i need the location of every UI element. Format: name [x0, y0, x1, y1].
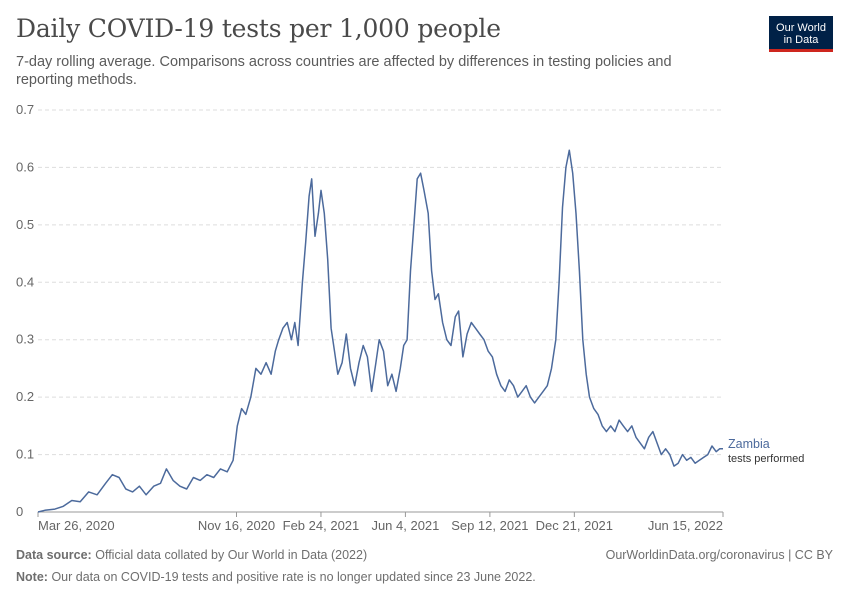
- y-tick-label: 0.3: [16, 332, 34, 347]
- y-tick-label: 0.5: [16, 217, 34, 232]
- note-text: Our data on COVID-19 tests and positive …: [51, 570, 536, 584]
- x-tick-label: Jun 15, 2022: [648, 518, 723, 533]
- y-tick-label: 0: [16, 504, 23, 519]
- chart-title: Daily COVID-19 tests per 1,000 people: [16, 14, 501, 43]
- source-url-license[interactable]: OurWorldinData.org/coronavirus | CC BY: [605, 548, 833, 562]
- series-lines: [37, 149, 723, 513]
- x-axis-tick-labels: Mar 26, 2020 Nov 16, 2020 Feb 24, 2021 Jun …: [38, 518, 723, 533]
- y-tick-label: 0.4: [16, 274, 34, 289]
- y-tick-label: 0.2: [16, 389, 34, 404]
- footer-note: Note: Our data on COVID-19 tests and pos…: [16, 570, 536, 584]
- source-text: Official data collated by Our World in D…: [95, 548, 368, 562]
- series-line-zambia: [37, 149, 723, 513]
- source-label: Data source:: [16, 548, 92, 562]
- y-tick-label: 0.1: [16, 447, 34, 462]
- logo-line-2: in Data: [783, 33, 819, 46]
- x-tick-label: Sep 12, 2021: [451, 518, 528, 533]
- grid-lines: [37, 109, 724, 517]
- note-label: Note:: [16, 570, 48, 584]
- owid-logo[interactable]: Our World in Data: [769, 16, 833, 52]
- chart-subtitle: 7-day rolling average. Comparisons acros…: [16, 54, 672, 88]
- logo-line-1: Our World: [776, 21, 826, 34]
- x-tick-label: Nov 16, 2020: [198, 518, 275, 533]
- data-source: Data source: Official data collated by O…: [16, 548, 367, 562]
- x-tick-label: Dec 21, 2021: [536, 518, 613, 533]
- x-tick-label: Feb 24, 2021: [283, 518, 360, 533]
- x-tick-label: Jun 4, 2021: [371, 518, 439, 533]
- y-tick-label: 0.6: [16, 159, 34, 174]
- series-label-name: Zambia: [728, 437, 770, 451]
- series-labels: Zambia tests performed: [728, 437, 804, 465]
- series-label-metric: tests performed: [728, 453, 804, 465]
- y-axis-tick-labels: 0 0.1 0.2 0.3 0.4 0.5 0.6 0.7: [16, 102, 34, 519]
- y-tick-label: 0.7: [16, 102, 34, 117]
- x-tick-label: Mar 26, 2020: [38, 518, 115, 533]
